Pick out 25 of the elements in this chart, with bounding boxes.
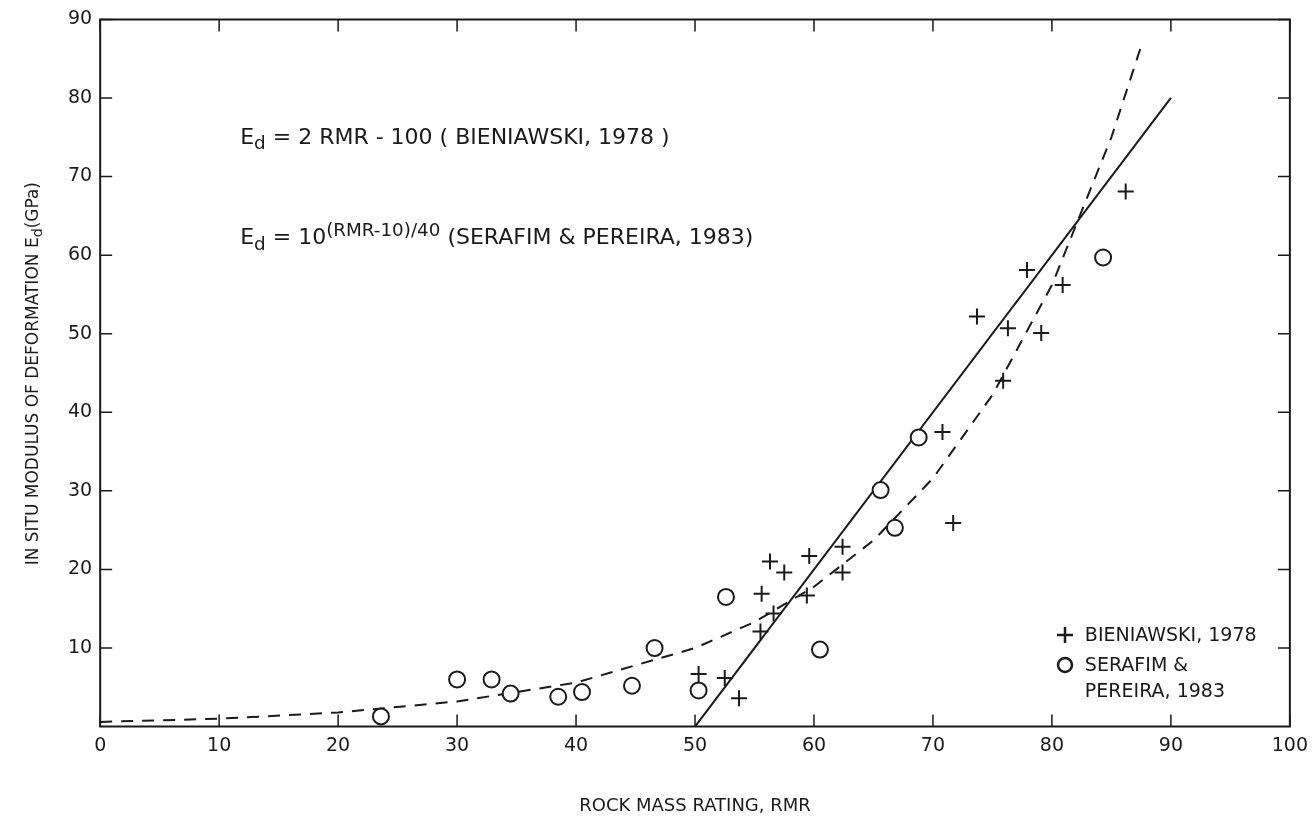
x-tick-label: 40 xyxy=(563,732,589,755)
y-tick-label: 90 xyxy=(67,6,93,29)
x-tick-label: 70 xyxy=(920,732,946,755)
x-tick-label: 50 xyxy=(682,732,708,755)
y-tick-label: 60 xyxy=(67,242,93,265)
x-tick-label: 10 xyxy=(207,732,232,755)
y-tick-label: 20 xyxy=(67,556,93,579)
x-tick-label: 0 xyxy=(94,732,107,755)
x-tick-label: 80 xyxy=(1039,732,1065,755)
y-tick-label: 80 xyxy=(67,84,93,107)
annotation: E$_{d}$ = 10$^{(RMR-10)/40}$ (SERAFIM & PEREIRA, 1983) xyxy=(240,219,754,255)
y-tick-label: 10 xyxy=(67,634,93,657)
y-tick-label: 30 xyxy=(67,477,93,500)
annotation: E$_{d}$ = 2 RMR - 100 ( BIENIAWSKI, 1978 ) xyxy=(240,124,670,154)
legend-label: SERAFIM & PEREIRA, 1983 xyxy=(1084,651,1226,703)
x-tick-label: 20 xyxy=(326,732,351,755)
x-tick-label: 60 xyxy=(801,732,827,755)
x-axis-title: ROCK MASS RATING, RMR xyxy=(579,793,811,815)
legend-label: BIENIAWSKI, 1978 xyxy=(1084,621,1258,647)
y-tick-label: 40 xyxy=(67,399,93,422)
x-tick-label: 100 xyxy=(1271,732,1308,755)
x-tick-label: 30 xyxy=(444,732,470,755)
y-tick-label: 50 xyxy=(67,320,93,343)
x-tick-label: 90 xyxy=(1158,732,1183,755)
y-tick-label: 70 xyxy=(67,163,93,186)
